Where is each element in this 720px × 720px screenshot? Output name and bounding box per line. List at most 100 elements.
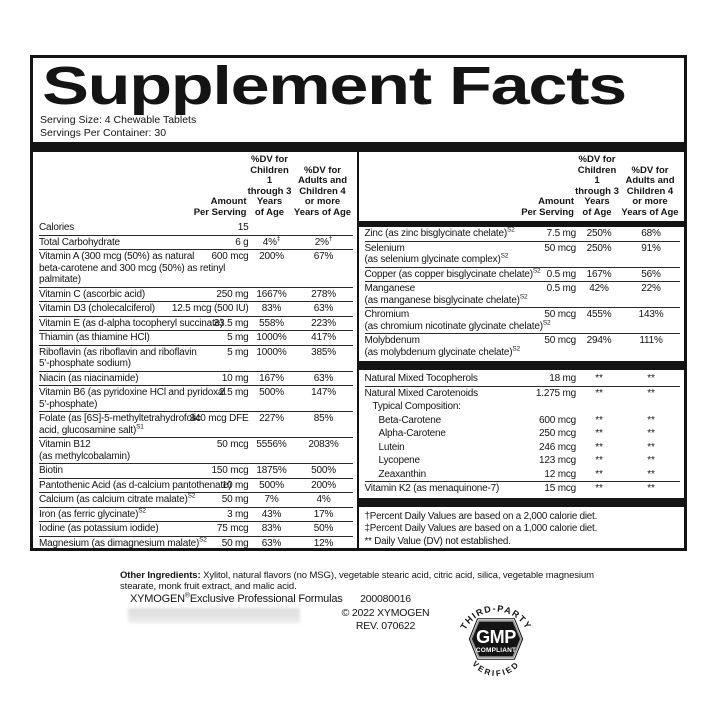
amount-value: 10 mg xyxy=(221,479,249,491)
dv-adults-value-text: 50% xyxy=(313,523,334,534)
dv-adults-value-text: ** xyxy=(647,373,655,384)
nutrient-name-text: Zinc (as zinc bisglycinate chelate) xyxy=(364,228,508,239)
nutrient-row: Vitamin A (300 mcg (50%) as natural beta-… xyxy=(39,250,353,288)
nutrient-name-text: Folate (as [6S]-5-methyltetrahydrofolic xyxy=(39,413,201,424)
nutrient-row: Magnesium (as dimagnesium malate)S2 50 mg… xyxy=(39,536,353,549)
dv-adults-value: 111% xyxy=(622,335,680,347)
nutrient-name-text: Typical Composition: xyxy=(372,401,461,412)
nutrient-name-text: Biotin xyxy=(39,465,63,476)
dv-children-value: 500% xyxy=(249,387,295,399)
dv-adults-value: 4% xyxy=(295,494,353,506)
nutrient-name: Calories xyxy=(39,222,184,234)
dv-children-value: ** xyxy=(576,428,622,440)
dv-children-value-text: 227% xyxy=(259,413,284,424)
dv-children-value: 500% xyxy=(249,480,295,492)
nutrient-row: Biotin 150 mcg 1875% 500% xyxy=(39,464,353,479)
dv-adults-value: 91% xyxy=(622,243,680,255)
amount-value: 3 mg xyxy=(227,508,249,520)
dv-children-value: 42% xyxy=(576,283,622,295)
nutrient-row: Pantothenic Acid (as d-calcium pantothen… xyxy=(39,479,353,493)
dv-children-value-text: 83% xyxy=(261,523,282,534)
nutrient-name-text: Natural Mixed Tocopherols xyxy=(364,373,478,384)
nutrient-name-text: (as manganese bisglycinate chelate) xyxy=(364,294,521,306)
serving-size: Serving Size: 4 Chewable Tablets xyxy=(40,114,197,126)
dv-children-value: 83% xyxy=(249,523,295,535)
trademark-superscript: S2 xyxy=(542,319,551,327)
revision: REV. 070622 xyxy=(355,620,416,632)
nutrient-row: Total Carbohydrate 6 g 4%‡ 2%† xyxy=(39,235,353,250)
dv-children-value-text: 500% xyxy=(259,387,284,398)
nutrient-name: Copper (as copper bisglycinate chelate)S… xyxy=(365,267,541,281)
nutrient-name-text: Lutein xyxy=(378,441,405,453)
dagger-superscript: ‡ xyxy=(276,235,281,243)
amount-value: 50 mcg xyxy=(544,242,576,254)
dv-adults-value: 22% xyxy=(622,283,680,295)
redacted-address xyxy=(128,608,300,623)
dv-adults-value: 63% xyxy=(295,373,353,385)
nutrient-name: Typical Composition: xyxy=(365,401,512,413)
dv-adults-value-text: 17% xyxy=(313,508,334,520)
nutrient-name-text: Molybdenum xyxy=(364,335,420,346)
dv-children-value: 250% xyxy=(576,243,622,255)
copyright: © 2022 XYMOGEN xyxy=(341,606,430,619)
dv-adults-value-text: 67% xyxy=(313,251,334,262)
dv-adults-value-text: 385% xyxy=(311,346,336,358)
dv-adults-value-text: 63% xyxy=(313,303,334,314)
amount-value: 7.5 mg xyxy=(546,228,577,239)
dv-children-value-text: ** xyxy=(595,414,603,426)
nutrient-name-text: Thiamin (as thiamine HCl) xyxy=(39,332,150,343)
amount-value: 50 mcg xyxy=(544,309,576,320)
nutrient-row: Copper (as copper bisglycinate chelate)S… xyxy=(364,267,680,282)
nutrient-name: Lycopene xyxy=(365,455,512,467)
nutrient-name: Niacin (as niacinamide) xyxy=(39,373,184,385)
dv-adults-value: 223% xyxy=(295,318,353,330)
dv-children-value-text: ** xyxy=(595,455,603,466)
other-ingredients-text: Xylitol, natural flavors (no MSG), veget… xyxy=(120,569,594,593)
other-ingredients-label: Other Ingredients: xyxy=(120,569,201,581)
dv-adults-value-text: 22% xyxy=(641,283,661,294)
nutrient-name-text: Chromium xyxy=(364,309,410,320)
nutrient-row: Niacin (as niacinamide) 10 mg 167% 63% xyxy=(39,372,353,386)
dv-adults-value: 12% xyxy=(295,538,353,549)
dv-adults-value-text: 68% xyxy=(641,228,661,239)
nutrient-rows-left: Calories 15 Total Carbohydrate 6 g 4%‡ 2%† Vit… xyxy=(39,221,353,549)
nutrient-name-text: Lycopene xyxy=(378,455,421,466)
dv-adults-value-text: ** xyxy=(647,483,655,494)
nutrient-row: Zeaxanthin 12 mcg ** ** xyxy=(364,468,680,482)
footnote-2000-calorie: †Percent Daily Values are based on a 2,0… xyxy=(364,510,598,522)
dv-adults-value-text: 147% xyxy=(311,387,336,398)
dv-children-value: 1667% xyxy=(249,289,295,301)
nutrient-name-text: (as chromium nicotinate glycinate chelat… xyxy=(364,320,544,332)
dv-children-value-text: 5556% xyxy=(256,439,287,450)
nutrient-name-text: Vitamin D3 (cholecalciferol) xyxy=(39,303,155,314)
amount-value: 50 mg xyxy=(221,537,249,549)
amount-value: 123 mcg xyxy=(539,455,576,466)
nutrient-name: Vitamin A (300 mcg (50%) as natural beta-… xyxy=(39,251,225,286)
trademark-superscript: S2 xyxy=(187,492,196,500)
nutrient-name-text: 5'-phosphate sodium) xyxy=(39,358,131,369)
dv-children-value-text: 1875% xyxy=(256,465,287,476)
nutrient-name-text: Calcium (as calcium citrate malate) xyxy=(39,494,188,505)
badge-bottom-text: VERIFIED xyxy=(470,659,519,678)
dv-adults-value: 200% xyxy=(295,480,353,492)
dv-adults-value: 50% xyxy=(295,523,353,535)
dv-children-value-text: ** xyxy=(595,441,603,453)
dv-children-value-text: 167% xyxy=(586,268,612,280)
dv-children-value: 7% xyxy=(249,494,295,506)
nutrient-name-text: Vitamin B6 (as pyridoxine HCl and pyrido… xyxy=(39,387,226,398)
nutrient-row: Molybdenum (as molybdenum glycinate chela… xyxy=(365,334,681,359)
dv-children-value: 167% xyxy=(576,269,622,281)
gmp-compliant-badge: THIRD-PARTY VERIFIED GMP COMPLIANT xyxy=(453,596,539,682)
nutrient-name-text: Vitamin K2 (as menaquinone-7) xyxy=(364,483,500,494)
nutrient-name-text: Vitamin E (as d-alpha tocopheryl succina… xyxy=(39,317,224,329)
dv-children-value-text: ** xyxy=(595,373,603,384)
dv-adults-value: ** xyxy=(622,442,680,454)
amount-value: 250 mg xyxy=(216,288,249,300)
dv-adults-value-text: 4% xyxy=(316,494,331,505)
dv-children-value-text: 558% xyxy=(259,317,284,329)
section-separator-bar xyxy=(358,361,684,370)
nutrient-row: Natural Mixed Tocopherols 18 mg ** ** xyxy=(364,372,680,387)
amount-value: 340 mcg DFE xyxy=(189,413,249,424)
dv-children-value: ** xyxy=(576,442,622,454)
nutrient-rows-right: Zinc (as zinc bisglycinate chelate) S2 7.5… xyxy=(358,227,684,509)
